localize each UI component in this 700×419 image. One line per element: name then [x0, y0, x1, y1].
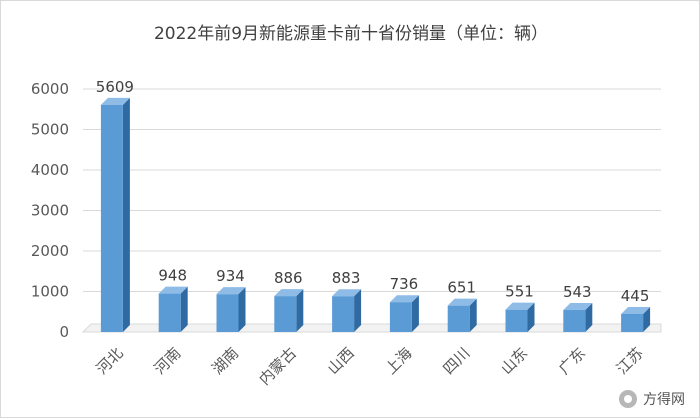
y-tick-label: 0: [59, 323, 69, 341]
bar: [621, 306, 651, 332]
bar: [274, 289, 304, 332]
bar-top: [274, 289, 304, 297]
bar-side: [354, 289, 362, 332]
x-tick-label: 湖南: [208, 344, 242, 378]
x-tick-label: 河南: [150, 344, 184, 378]
data-label: 651: [447, 279, 476, 297]
bar-top: [100, 97, 130, 105]
bar: [332, 289, 362, 332]
watermark-text: 方得网: [643, 392, 685, 408]
data-label: 934: [216, 267, 245, 285]
bar: [158, 286, 188, 332]
bar-front: [621, 313, 644, 332]
x-tick-label: 内蒙古: [255, 344, 300, 389]
bar: [505, 302, 535, 332]
bar-top: [505, 302, 535, 310]
bars: [100, 97, 651, 332]
data-label: 883: [332, 269, 361, 287]
bar-front: [389, 302, 412, 332]
y-tick-label: 6000: [31, 80, 69, 98]
x-tick-label: 山东: [497, 344, 531, 378]
y-tick-label: 3000: [31, 202, 69, 220]
x-tick-label: 上海: [382, 344, 416, 378]
bar: [389, 295, 419, 332]
x-tick-label: 河北: [93, 344, 127, 378]
watermark: 方得网: [619, 389, 685, 409]
bar-front: [274, 296, 297, 332]
bar-top: [447, 298, 477, 306]
x-tick-label: 山西: [324, 344, 358, 378]
x-axis: 河北 河南 湖南 内蒙古 山西 上海 四川 山东 广东 江苏: [93, 344, 647, 389]
bar-side: [643, 306, 651, 332]
chart-title: 2022年前9月新能源重卡前十省份销量（单位：辆）: [154, 24, 548, 44]
y-tick-label: 5000: [31, 121, 69, 139]
y-tick-label: 2000: [31, 242, 69, 260]
bar-top: [389, 295, 419, 303]
bar-side: [122, 97, 130, 332]
bar-front: [100, 104, 123, 332]
data-label: 5609: [96, 78, 134, 96]
watermark-logo-icon: [619, 390, 637, 408]
y-tick-label: 1000: [31, 283, 69, 301]
x-tick-label: 广东: [555, 344, 589, 378]
data-labels: 5609 948 934 886 883 736 651 551 543 445: [96, 78, 650, 305]
data-label: 736: [390, 275, 419, 293]
bar-side: [238, 287, 246, 332]
bar-side: [527, 302, 535, 332]
data-label: 543: [563, 283, 592, 301]
x-tick-label: 江苏: [613, 344, 647, 378]
bar-top: [158, 286, 188, 294]
bar-front: [563, 310, 586, 332]
bar: [563, 303, 593, 332]
bar-side: [469, 298, 477, 332]
bar-front: [216, 294, 239, 332]
bar-front: [158, 293, 181, 332]
bar: [447, 298, 477, 332]
data-label: 445: [621, 287, 650, 305]
bar-side: [411, 295, 419, 332]
y-axis: 0 1000 2000 3000 4000 5000 6000: [31, 80, 69, 341]
bar-top: [563, 303, 593, 311]
bar-front: [505, 309, 528, 332]
data-label: 886: [274, 269, 303, 287]
bar-top: [216, 287, 246, 295]
bar-side: [180, 286, 188, 332]
bar-top: [332, 289, 362, 297]
x-tick-label: 四川: [439, 344, 473, 378]
bar-side: [585, 303, 593, 332]
bar-front: [332, 296, 355, 332]
bar-side: [296, 289, 304, 332]
data-label: 948: [158, 267, 187, 285]
bar-top: [621, 306, 651, 314]
bar: [216, 287, 246, 332]
bar-front: [447, 305, 470, 332]
data-label: 551: [505, 283, 534, 301]
y-tick-label: 4000: [31, 161, 69, 179]
bar: [100, 97, 130, 332]
